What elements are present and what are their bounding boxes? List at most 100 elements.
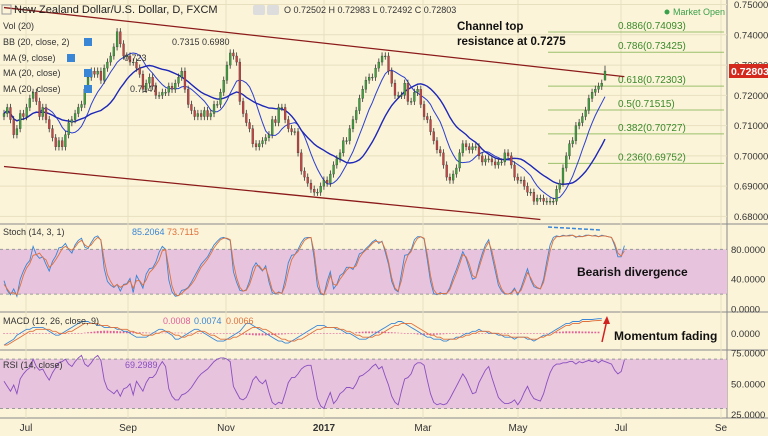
candle-body xyxy=(251,128,254,144)
candle-body xyxy=(587,98,590,111)
macd-histogram-bar xyxy=(74,333,76,334)
macd-histogram-bar xyxy=(313,333,316,334)
ma9-settings-icon[interactable] xyxy=(67,54,75,62)
collapse-toggle[interactable] xyxy=(1,4,12,15)
macd-histogram-bar xyxy=(293,333,296,334)
macd-histogram-bar xyxy=(116,331,118,334)
macd-histogram-bar xyxy=(591,331,593,334)
ma20-label[interactable]: MA (20, close) xyxy=(3,84,61,94)
candle-body xyxy=(335,158,338,166)
candle-body xyxy=(490,158,494,163)
market-status: Market Open xyxy=(673,7,725,17)
candle-body xyxy=(248,122,251,129)
macd-label[interactable]: MACD (12, 26, close, 9) xyxy=(3,316,99,326)
candle-body xyxy=(293,131,296,133)
candle-body xyxy=(193,110,196,117)
candle-body xyxy=(232,52,235,57)
macd-histogram-bar xyxy=(83,332,86,334)
macd-histogram-bar xyxy=(28,333,31,334)
channel-annotation-line1: Channel top xyxy=(457,21,523,33)
stoch-label[interactable]: Stoch (14, 3, 1) xyxy=(3,227,65,237)
candle-body xyxy=(568,143,571,157)
macd-histogram-bar xyxy=(400,332,403,334)
candle-body xyxy=(303,170,306,178)
bb-settings-icon[interactable] xyxy=(84,38,92,46)
macd-histogram-bar xyxy=(455,333,458,334)
candle-body xyxy=(474,146,477,148)
ma20-secondary-settings-icon[interactable] xyxy=(84,69,92,77)
macd-histogram-bar xyxy=(536,333,539,334)
candle-body xyxy=(368,77,371,81)
eye-icon[interactable] xyxy=(253,5,265,15)
ma20-settings-icon[interactable] xyxy=(84,85,92,93)
candle-body xyxy=(513,164,516,178)
candle-body xyxy=(539,198,542,200)
candle-body xyxy=(371,77,374,79)
candle-body xyxy=(413,92,416,102)
candle-body xyxy=(277,107,280,123)
macd-histogram-bar xyxy=(587,331,590,334)
candle-body xyxy=(177,77,180,84)
candle-body xyxy=(187,89,190,105)
vol-label[interactable]: Vol (20) xyxy=(3,21,34,31)
macd-histogram-bar xyxy=(164,332,167,334)
price-tick-label: 0.75000 xyxy=(734,0,768,11)
candle-body xyxy=(416,89,419,93)
fibonacci-level-label: 0.886(0.74093) xyxy=(618,21,686,32)
candle-body xyxy=(35,92,38,102)
rsi-band xyxy=(0,359,727,409)
macd-histogram-bar xyxy=(255,333,257,336)
macd-histogram-bar xyxy=(355,332,358,334)
candle-body xyxy=(594,89,597,93)
candle-body xyxy=(325,179,329,184)
candle-body xyxy=(342,140,345,154)
candle-body xyxy=(516,176,519,181)
macd-value: 0.0074 xyxy=(194,316,222,326)
macd-histogram-bar xyxy=(264,333,267,336)
candle-body xyxy=(287,119,290,129)
candle-body xyxy=(106,61,109,69)
macd-histogram-bar xyxy=(213,333,215,334)
candle-body xyxy=(119,31,122,45)
macd-histogram-bar xyxy=(290,333,293,335)
candle-body xyxy=(271,119,274,135)
rsi-tick-label: 25.0000 xyxy=(731,410,765,421)
x-tick-label: Sep xyxy=(119,423,137,434)
bb-label[interactable]: BB (20, close, 2) xyxy=(3,37,70,47)
rsi-label[interactable]: RSI (14, close) xyxy=(3,360,63,370)
macd-histogram-bar xyxy=(568,331,571,334)
macd-histogram-bar xyxy=(148,332,151,334)
macd-histogram-bar xyxy=(142,332,144,334)
macd-histogram-bar xyxy=(387,332,390,334)
stoch-k-value: 85.2064 xyxy=(132,227,165,237)
candle-body xyxy=(254,143,258,147)
settings-icon[interactable] xyxy=(267,5,279,15)
candle-body xyxy=(151,77,154,87)
ohlc-readout: O 0.72502 H 0.72983 L 0.72492 C 0.72803 xyxy=(284,5,456,15)
bearish-divergence-annotation: Bearish divergence xyxy=(577,265,688,279)
candle-body xyxy=(439,149,442,154)
macd-histogram-bar xyxy=(238,333,241,335)
rsi-tick-label: 50.0000 xyxy=(731,379,765,390)
macd-histogram-bar xyxy=(329,333,332,334)
macd-histogram-bar xyxy=(332,333,335,334)
macd-histogram-bar xyxy=(77,333,80,334)
chart-grid xyxy=(0,0,727,418)
candle-body xyxy=(529,192,532,194)
macd-histogram-bar xyxy=(539,333,542,334)
candle-body xyxy=(2,113,6,117)
candle-body xyxy=(390,70,393,84)
macd-histogram-bar xyxy=(520,333,522,334)
candle-body xyxy=(477,146,481,157)
candle-body xyxy=(51,128,54,138)
x-tick-label: Nov xyxy=(217,423,235,434)
macd-histogram-bar xyxy=(70,333,73,334)
candle-body xyxy=(73,113,77,120)
macd-histogram-bar xyxy=(196,333,199,334)
macd-histogram-bar xyxy=(222,333,225,334)
ma20-label-secondary[interactable]: MA (20, close) xyxy=(3,68,61,78)
candle-body xyxy=(364,80,368,90)
ma9-label[interactable]: MA (9, close) xyxy=(3,53,56,63)
candle-body xyxy=(222,80,225,93)
candle-body xyxy=(555,189,558,202)
